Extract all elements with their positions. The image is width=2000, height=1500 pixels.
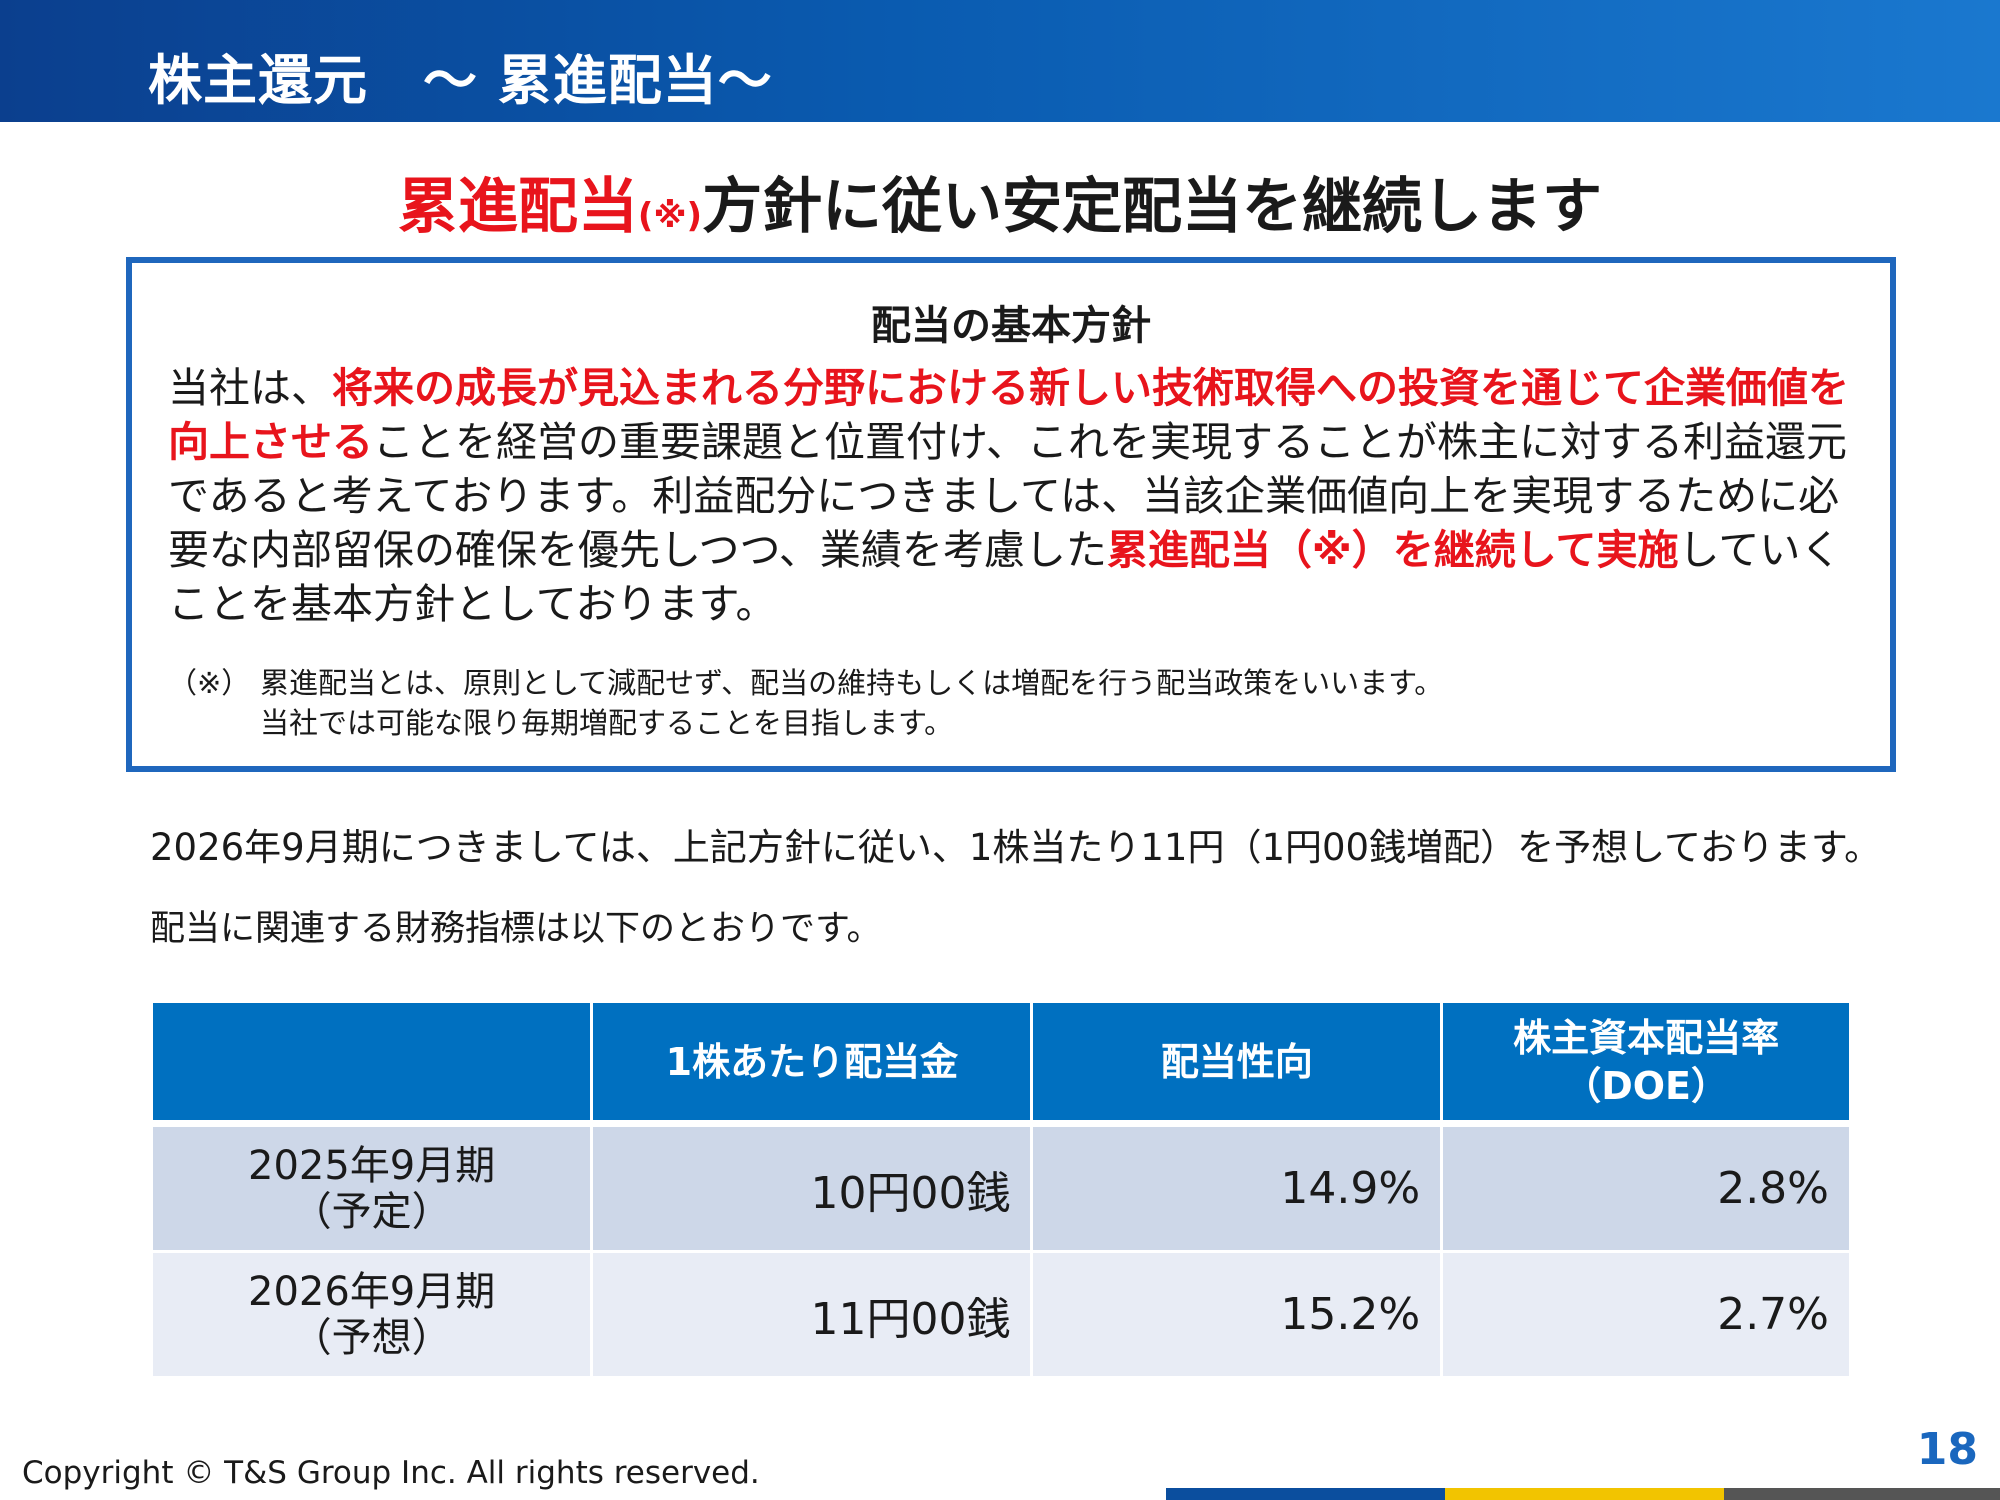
footnote-line-1: （※） 累進配当とは、原則として減配せず、配当の維持もしくは増配を行う配当政策をい… [168,663,1868,703]
dividend-policy-box: 配当の基本方針 当社は、将来の成長が見込まれる分野における新しい技術取得への投資… [126,257,1896,772]
copyright-text: Copyright © T&S Group Inc. All rights re… [22,1455,760,1491]
headline-rest: 方針に従い安定配当を継続します [702,172,1603,242]
footnote-text-1: 累進配当とは、原則として減配せず、配当の維持もしくは増配を行う配当政策をいいます… [260,666,1444,700]
footer-bar-gray [1724,1488,2000,1500]
row-status: （予想） [291,1314,452,1361]
table-header-payout: 配当性向 [1033,1003,1441,1127]
row-dividend: 11円00銭 [593,1253,1031,1379]
table-header-doe-line1: 株主資本配当率 [1513,1015,1780,1060]
table-header-doe-line2: （DOE） [1563,1063,1729,1108]
footnote-mark: （※） [168,666,251,700]
table-row: 2025年9月期 （予定） 10円00銭 14.9% 2.8% [153,1127,1849,1253]
row-dividend: 10円00銭 [593,1127,1031,1253]
forecast-text: 2026年9月期につきましては、上記方針に従い、1株当たり11円（1円00銭増配… [150,826,1882,869]
header-bar: 株主還元 ～ 累進配当～ [0,0,2000,122]
row-period: 2025年9月期 [248,1142,496,1189]
policy-body: 当社は、将来の成長が見込まれる分野における新しい技術取得への投資を通じて企業価値… [168,361,1878,631]
row-period-cell: 2026年9月期 （予想） [153,1253,591,1379]
policy-text-red-1: 将来の成長が見込まれる分野における新しい技術取得への投資を通じて企業価値を向上さ… [168,364,1849,466]
row-payout: 15.2% [1033,1253,1441,1379]
footnote-text-2: 当社では可能な限り毎期増配することを目指します。 [260,706,954,740]
row-period-cell: 2025年9月期 （予定） [153,1127,591,1253]
headline-red: 累進配当 [397,172,638,242]
row-status: （予定） [291,1188,452,1235]
policy-text-red-2: 累進配当（※）を継続して実施 [1106,526,1679,574]
policy-footnote: （※） 累進配当とは、原則として減配せず、配当の維持もしくは増配を行う配当政策をい… [168,663,1868,743]
table-header-empty [153,1003,591,1127]
page-number: 18 [1916,1424,1978,1475]
headline: 累進配当(※)方針に従い安定配当を継続します [0,158,2000,245]
policy-text-3: していくことを基本方針としております。 [168,526,1842,628]
page-title: 株主還元 ～ 累進配当～ [148,49,773,112]
table-row: 2026年9月期 （予想） 11円00銭 15.2% 2.7% [153,1253,1849,1379]
footer-bar-blue [1166,1488,1445,1500]
table-header-dividend: 1株あたり配当金 [593,1003,1031,1127]
metrics-intro-text: 配当に関連する財務指標は以下のとおりです。 [150,909,882,949]
row-payout: 14.9% [1033,1127,1441,1253]
footer-bar-yellow [1445,1488,1724,1500]
row-doe: 2.7% [1443,1253,1849,1379]
table-header-row: 1株あたり配当金 配当性向 株主資本配当率 （DOE） [153,1003,1849,1127]
policy-heading: 配当の基本方針 [871,303,1151,349]
table-header-doe: 株主資本配当率 （DOE） [1443,1003,1849,1127]
policy-text-1: 当社は、 [168,364,332,412]
dividend-metrics-table: 1株あたり配当金 配当性向 株主資本配当率 （DOE） 2025年9月期 （予定） … [150,1003,1852,1379]
headline-note-mark: (※) [637,196,703,236]
policy-text-2: ことを経営の重要課題と位置付け、これを実現することが株主に対する利益還元であると… [168,418,1847,574]
row-period: 2026年9月期 [248,1268,496,1315]
row-doe: 2.8% [1443,1127,1849,1253]
